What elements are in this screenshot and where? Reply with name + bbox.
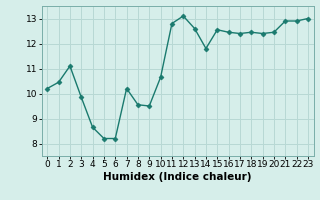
- X-axis label: Humidex (Indice chaleur): Humidex (Indice chaleur): [103, 172, 252, 182]
